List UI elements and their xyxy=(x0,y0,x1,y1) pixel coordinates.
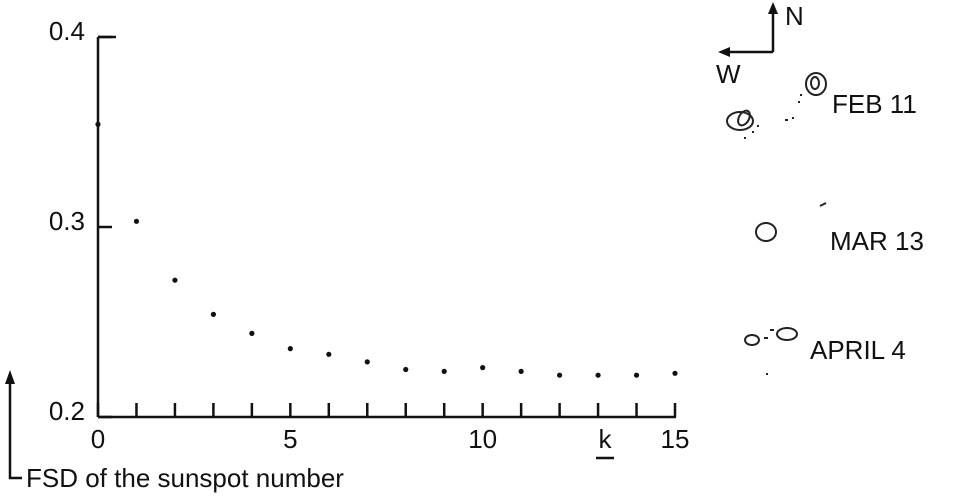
point xyxy=(249,331,254,336)
y-tick-label: 0.2 xyxy=(49,396,85,426)
point xyxy=(134,219,139,224)
point xyxy=(403,367,408,372)
point xyxy=(442,369,447,374)
point xyxy=(326,352,331,357)
compass-arrow xyxy=(718,47,730,57)
compass-label: N xyxy=(785,1,804,31)
y-axis-label: FSD of the sunspot number xyxy=(26,463,344,493)
point xyxy=(595,373,600,378)
point xyxy=(519,369,524,374)
date-label: MAR 13 xyxy=(830,226,924,256)
point xyxy=(672,371,677,376)
x-axis-label: k xyxy=(599,424,613,454)
x-tick-label: 15 xyxy=(661,424,690,454)
figure: k FSD of the sunspot number N W FEB 11 M… xyxy=(0,0,961,499)
point xyxy=(172,278,177,283)
x-tick-label: 0 xyxy=(91,424,105,454)
sunspot-sketch xyxy=(727,73,826,374)
point xyxy=(634,373,639,378)
y-label-arrow xyxy=(5,370,15,384)
point xyxy=(365,359,370,364)
point xyxy=(480,365,485,370)
y-tick-label: 0.4 xyxy=(49,16,85,46)
date-label: FEB 11 xyxy=(832,89,917,119)
y-tick-label: 0.3 xyxy=(49,206,85,236)
point xyxy=(211,312,216,317)
compass-label: W xyxy=(716,59,741,89)
compass-arrow xyxy=(768,2,778,14)
date-label: APRIL 4 xyxy=(810,335,906,365)
point xyxy=(288,346,293,351)
x-tick-label: 5 xyxy=(283,424,297,454)
y-label-bracket xyxy=(10,380,22,478)
point xyxy=(557,373,562,378)
x-tick-label: 10 xyxy=(468,424,497,454)
point xyxy=(95,122,100,127)
